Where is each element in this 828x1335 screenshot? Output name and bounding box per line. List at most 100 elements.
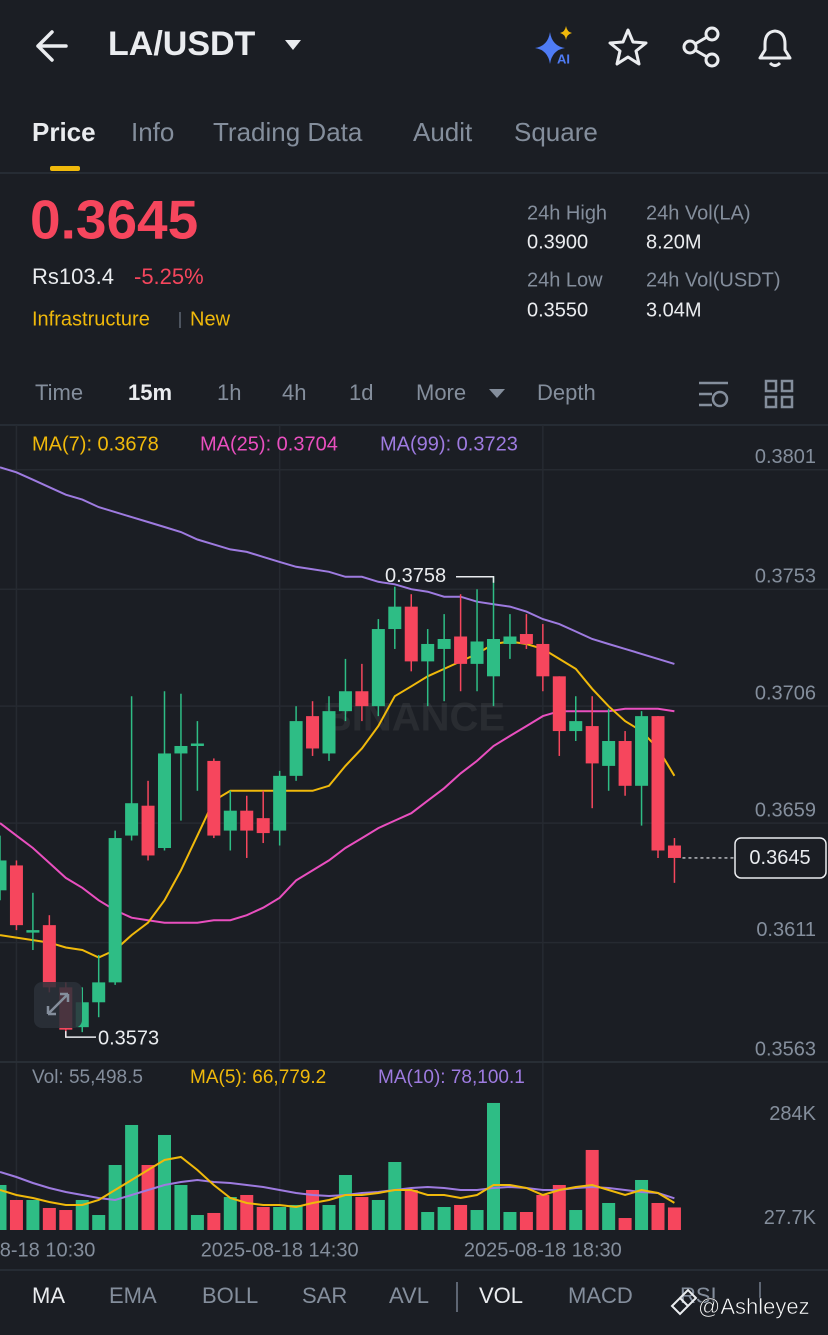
candle-body	[536, 643, 550, 677]
tag[interactable]: Infrastructure	[32, 308, 150, 330]
volume-ma-legend: MA(10): 78,100.1	[378, 1067, 525, 1088]
candle-body	[437, 638, 451, 649]
candle-body	[667, 845, 681, 858]
volume-bar	[371, 1199, 385, 1230]
volume-legend: Vol: 55,498.5	[32, 1067, 143, 1088]
fiat-price: Rs103.4	[32, 264, 114, 289]
chart-settings-button[interactable]	[699, 381, 729, 408]
candle-body	[207, 760, 221, 836]
candle-body	[470, 641, 484, 664]
volume-bar	[0, 1184, 7, 1230]
candle-body	[355, 691, 369, 707]
volume-bar	[125, 1124, 139, 1230]
high-marker	[456, 576, 495, 583]
volume-bar	[536, 1194, 550, 1230]
volume-bar	[75, 1199, 89, 1230]
candle-body	[0, 860, 7, 891]
indicator-tab[interactable]: MA	[32, 1283, 65, 1308]
volume-bar	[421, 1212, 435, 1230]
volume-bar	[240, 1194, 254, 1230]
candle-body	[26, 930, 40, 933]
indicator-tab[interactable]: EMA	[109, 1283, 157, 1308]
volume-bar	[42, 1207, 56, 1230]
volume-bar	[289, 1204, 303, 1230]
interval[interactable]: Time	[35, 380, 83, 405]
nav-tab[interactable]: Trading Data	[213, 117, 363, 147]
interval[interactable]: More	[416, 380, 466, 405]
stat-label: 24h Vol(USDT)	[646, 269, 781, 291]
high-label: 0.3758	[385, 565, 446, 587]
exchange-watermark: BINANCE	[323, 696, 505, 740]
candle-body	[487, 638, 500, 677]
y-tick-label: 0.3706	[755, 682, 816, 704]
volume-bar	[355, 1197, 369, 1230]
more-dropdown[interactable]	[489, 389, 505, 398]
candle-body	[569, 721, 583, 732]
indicator-tab[interactable]: AVL	[389, 1283, 429, 1308]
nav-tab[interactable]: Price	[32, 117, 96, 147]
candle-body	[388, 606, 402, 630]
candle-body	[289, 721, 303, 776]
candle-body	[92, 982, 106, 1003]
interval[interactable]: Depth	[537, 380, 596, 405]
y-tick-label: 0.3659	[755, 799, 816, 821]
x-tick-label: 2025-08-18 10:30	[0, 1239, 95, 1261]
y-tick-label: 0.3753	[755, 566, 816, 588]
volume-bar	[26, 1199, 40, 1230]
pair-dropdown[interactable]	[285, 40, 301, 50]
interval[interactable]: 1h	[217, 380, 241, 405]
share-button[interactable]	[682, 26, 720, 68]
svg-text:AI: AI	[557, 51, 570, 66]
candle-body	[322, 711, 336, 754]
nav-tab[interactable]: Audit	[413, 117, 473, 147]
interval[interactable]: 1d	[349, 380, 373, 405]
indicator-tab[interactable]: SAR	[302, 1283, 347, 1308]
nav-tab[interactable]: Info	[131, 117, 174, 147]
candle-body	[9, 865, 23, 926]
layout-button[interactable]	[764, 379, 794, 409]
last-price-tag[interactable]	[734, 837, 827, 879]
stat-label: 24h Vol(LA)	[646, 202, 751, 224]
volume-bar	[651, 1202, 665, 1230]
ai-button[interactable]: AI	[535, 26, 572, 66]
interval[interactable]: 4h	[282, 380, 306, 405]
nav-tab[interactable]: Square	[514, 117, 598, 147]
indicator-tab[interactable]: VOL	[479, 1283, 523, 1308]
active-tab-indicator	[50, 166, 80, 171]
y-tick-label: 0.3611	[756, 919, 816, 941]
candle-body	[602, 741, 616, 766]
candle-body	[273, 775, 287, 831]
candle-body	[552, 676, 566, 732]
volume-bar	[223, 1197, 237, 1230]
stat-value: 0.3550	[527, 299, 588, 321]
ma-legend: MA(7): 0.3678	[32, 433, 159, 455]
stat-value: 0.3900	[527, 231, 588, 253]
volume-bar	[207, 1212, 221, 1230]
volume-bar	[503, 1212, 517, 1230]
pair-title[interactable]: LA/USDT	[108, 25, 256, 63]
favorite-button[interactable]	[608, 28, 648, 66]
candle-body	[141, 805, 155, 856]
volume-bar	[92, 1215, 106, 1230]
candle-body	[454, 636, 468, 664]
back-button[interactable]	[36, 30, 68, 62]
volume-bar	[322, 1204, 336, 1230]
volume-bar	[487, 1102, 500, 1230]
indicator-tab[interactable]: MACD	[568, 1283, 633, 1308]
tag[interactable]: New	[190, 308, 231, 330]
candle-body	[158, 753, 171, 849]
volume-bar	[338, 1174, 352, 1230]
candle-body	[651, 716, 665, 851]
volume-bar	[569, 1210, 583, 1230]
indicator-tab[interactable]: BOLL	[202, 1283, 258, 1308]
volume-bar	[404, 1189, 418, 1230]
interval[interactable]: 15m	[128, 380, 172, 405]
low-label: 0.3573	[98, 1027, 159, 1049]
alert-button[interactable]	[758, 29, 792, 67]
volume-bar	[635, 1179, 649, 1230]
candle-body	[256, 818, 270, 834]
fullscreen-icon	[46, 992, 70, 1016]
volume-bar	[158, 1134, 171, 1230]
